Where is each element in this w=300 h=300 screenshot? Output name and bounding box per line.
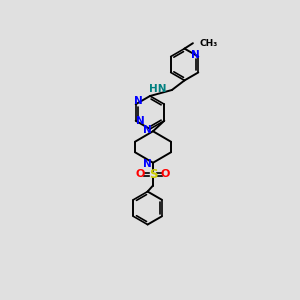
Text: O: O [161,169,170,179]
Text: S: S [149,168,157,181]
Text: N: N [136,116,145,126]
Text: O: O [136,169,145,179]
Text: N: N [134,96,143,106]
Text: N: N [143,125,152,135]
Text: CH₃: CH₃ [200,39,218,48]
Text: N: N [143,159,152,169]
Text: N: N [191,50,200,60]
Text: HN: HN [149,84,166,94]
